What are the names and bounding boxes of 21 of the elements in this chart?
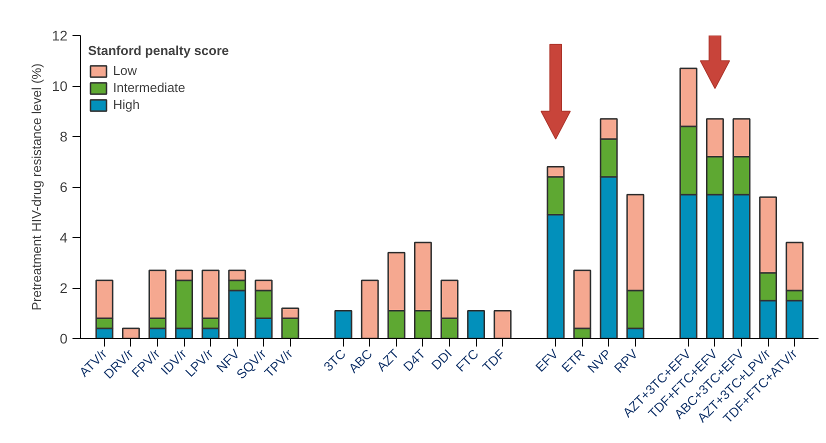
x-tick-label: 3TC [320,346,349,374]
y-tick-label: 2 [60,280,68,296]
y-axis-title: Pretreatment HIV-drug resistance level (%) [28,63,44,311]
legend-title: Stanford penalty score [88,43,229,58]
bar [494,310,512,338]
bar [122,328,140,338]
y-tick-label: 4 [60,230,68,246]
bar [360,280,379,338]
y-tick-label: 10 [52,78,68,94]
bar [467,310,486,338]
y-tick-label: 6 [60,179,68,195]
y-tick-label: 12 [52,28,68,44]
legend-label: High [113,97,140,112]
y-tick-label: 8 [60,128,68,144]
y-tick-label: 0 [60,330,68,346]
x-tick-label: DDI [428,346,455,373]
bar [334,310,352,338]
legend-label: Intermediate [113,80,186,95]
x-tick-label: FTC [452,346,482,375]
legend-label: Low [113,63,137,78]
x-tick-label: TDF [479,346,508,375]
